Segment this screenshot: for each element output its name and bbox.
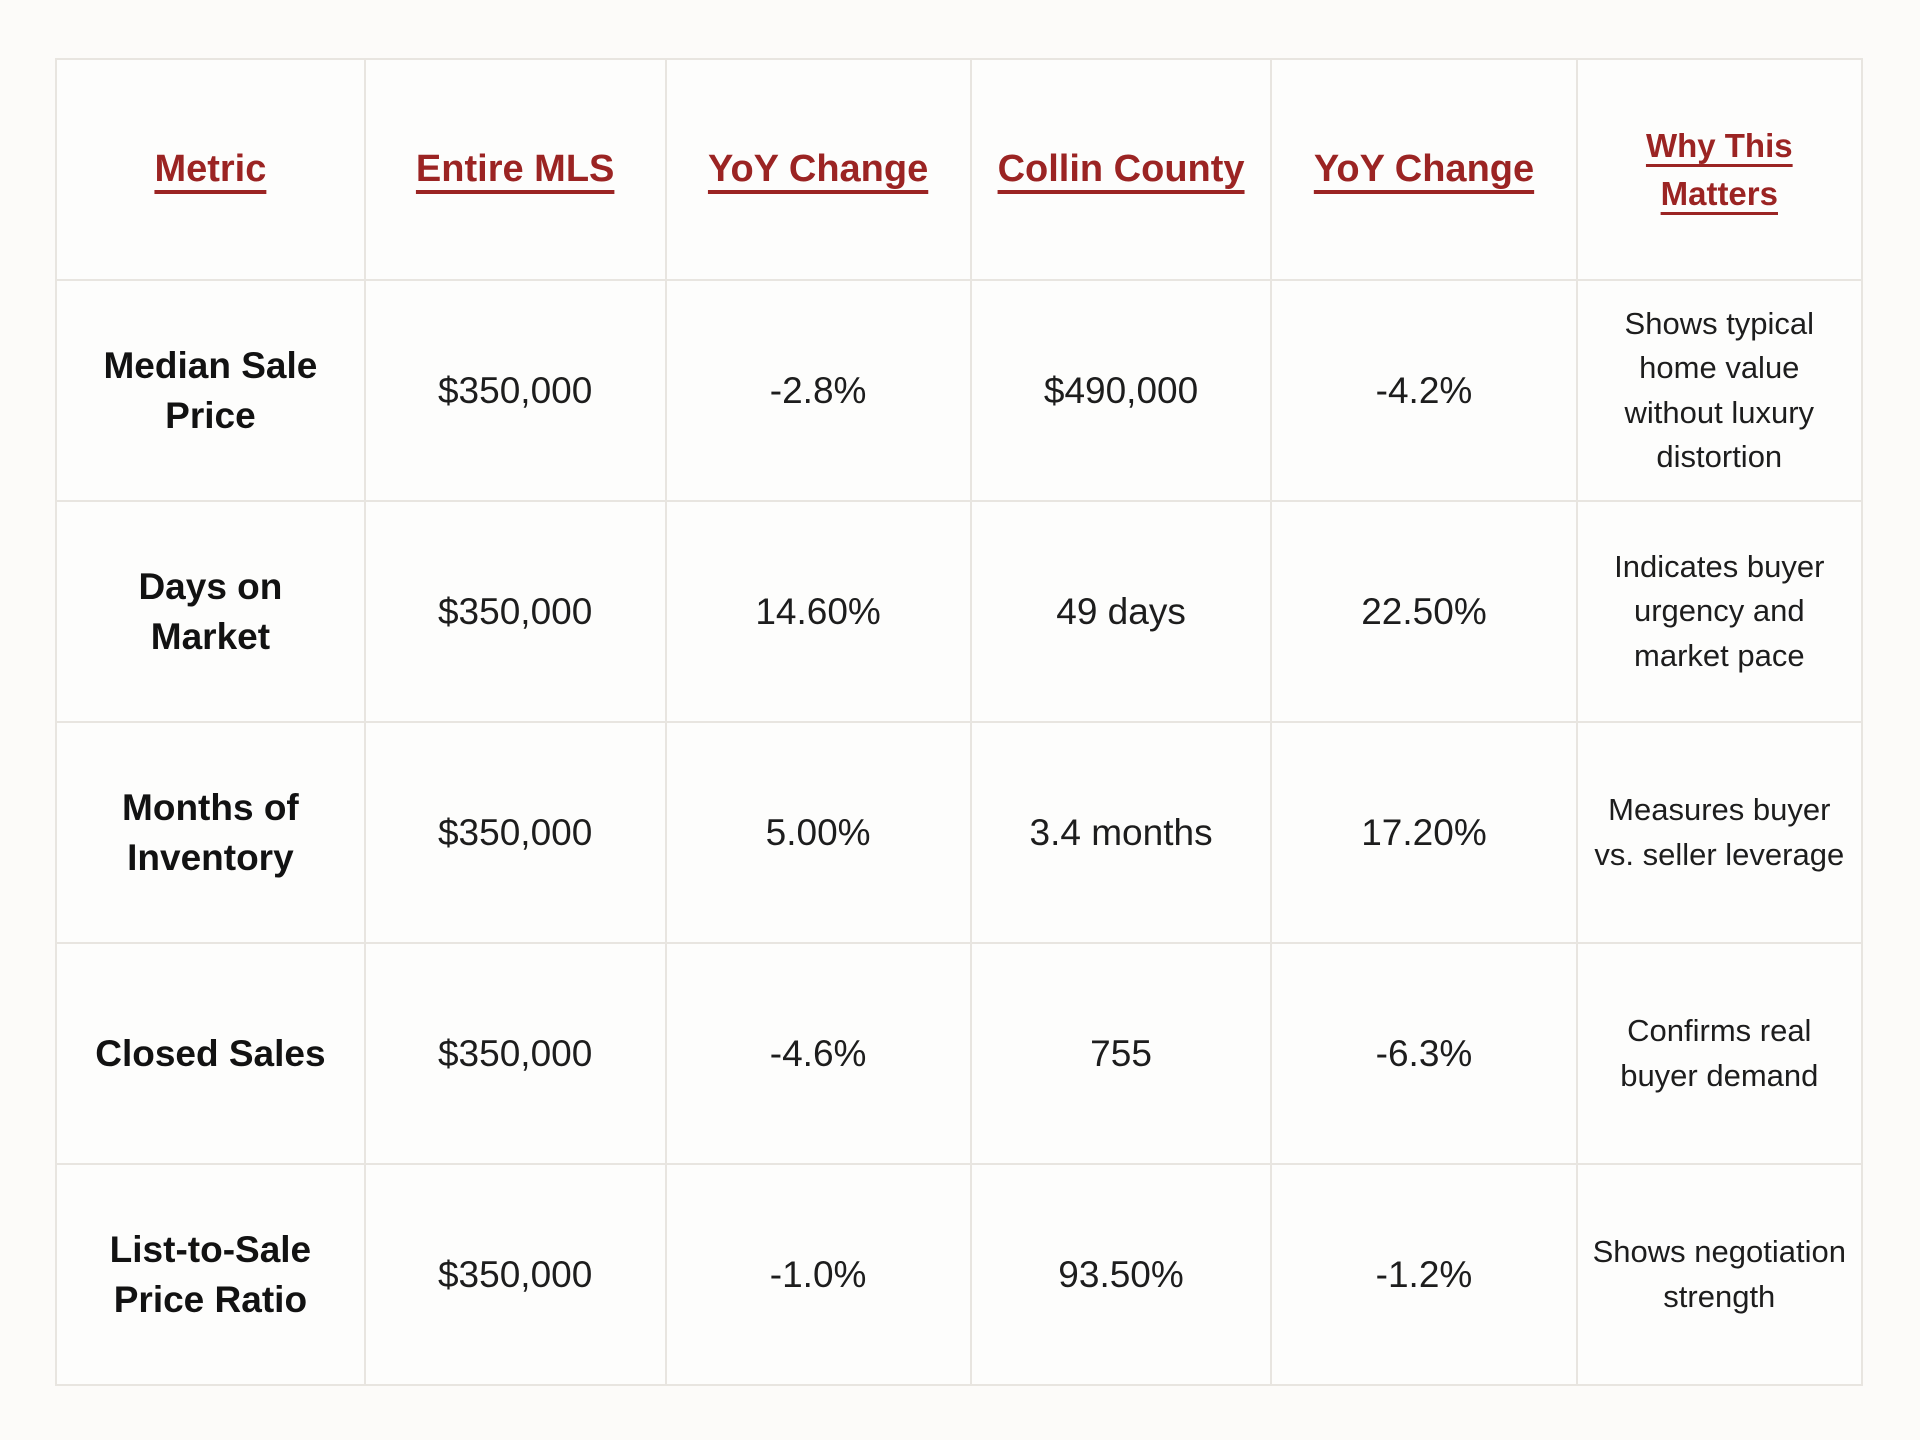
cell-yoy-change-mls: -2.8% [664, 279, 972, 502]
cell-metric: List-to-Sale Price Ratio [55, 1163, 366, 1386]
cell-why-this-matters: Shows typical home value without luxury … [1575, 279, 1864, 502]
table-row-months-of-inventory: Months of Inventory $350,000 5.00% 3.4 m… [55, 721, 1864, 944]
cell-yoy-change-mls: 5.00% [664, 721, 972, 944]
table-row-days-on-market: Days on Market $350,000 14.60% 49 days 2… [55, 500, 1864, 723]
cell-why-this-matters: Shows negotiation strength [1575, 1163, 1864, 1386]
cell-collin-county: 755 [969, 942, 1273, 1165]
cell-yoy-change-mls: -1.0% [664, 1163, 972, 1386]
table-row-list-to-sale-price-ratio: List-to-Sale Price Ratio $350,000 -1.0% … [55, 1163, 1864, 1386]
cell-metric: Median Sale Price [55, 279, 366, 502]
cell-metric: Days on Market [55, 500, 366, 723]
cell-entire-mls: $350,000 [363, 500, 667, 723]
column-header-entire-mls: Entire MLS [363, 58, 667, 281]
cell-why-this-matters: Confirms real buyer demand [1575, 942, 1864, 1165]
cell-collin-county: 93.50% [969, 1163, 1273, 1386]
table-row-closed-sales: Closed Sales $350,000 -4.6% 755 -6.3% Co… [55, 942, 1864, 1165]
column-header-metric: Metric [55, 58, 366, 281]
cell-yoy-change-collin: 22.50% [1270, 500, 1578, 723]
table-row-median-sale-price: Median Sale Price $350,000 -2.8% $490,00… [55, 279, 1864, 502]
column-header-yoy-change-mls: YoY Change [664, 58, 972, 281]
cell-yoy-change-collin: -1.2% [1270, 1163, 1578, 1386]
cell-metric: Months of Inventory [55, 721, 366, 944]
cell-metric: Closed Sales [55, 942, 366, 1165]
cell-collin-county: $490,000 [969, 279, 1273, 502]
cell-entire-mls: $350,000 [363, 279, 667, 502]
column-header-yoy-change-collin: YoY Change [1270, 58, 1578, 281]
cell-entire-mls: $350,000 [363, 942, 667, 1165]
cell-why-this-matters: Indicates buyer urgency and market pace [1575, 500, 1864, 723]
cell-collin-county: 49 days [969, 500, 1273, 723]
header-row: Metric Entire MLS YoY Change Collin Coun… [55, 58, 1864, 281]
market-metrics-table-container: Metric Entire MLS YoY Change Collin Coun… [55, 58, 1864, 1386]
cell-yoy-change-mls: -4.6% [664, 942, 972, 1165]
cell-collin-county: 3.4 months [969, 721, 1273, 944]
market-metrics-table: Metric Entire MLS YoY Change Collin Coun… [55, 58, 1864, 1386]
cell-why-this-matters: Measures buyer vs. seller leverage [1575, 721, 1864, 944]
cell-yoy-change-mls: 14.60% [664, 500, 972, 723]
column-header-why-this-matters: Why This Matters [1575, 58, 1864, 281]
column-header-collin-county: Collin County [969, 58, 1273, 281]
cell-yoy-change-collin: -6.3% [1270, 942, 1578, 1165]
cell-entire-mls: $350,000 [363, 721, 667, 944]
cell-yoy-change-collin: -4.2% [1270, 279, 1578, 502]
cell-entire-mls: $350,000 [363, 1163, 667, 1386]
cell-yoy-change-collin: 17.20% [1270, 721, 1578, 944]
